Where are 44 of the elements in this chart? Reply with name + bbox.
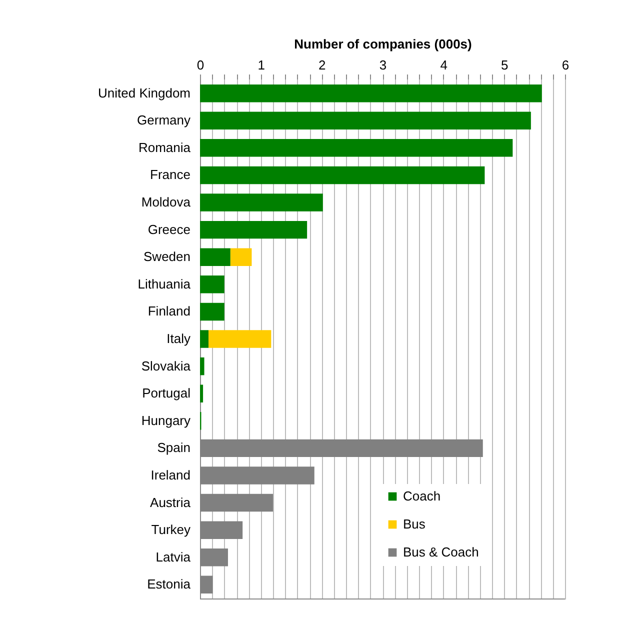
- legend-label: Bus & Coach: [403, 544, 479, 560]
- legend-label: Bus: [403, 516, 426, 532]
- x-tick-label: 5: [501, 58, 508, 72]
- bar: [200, 166, 485, 184]
- y-tick-label: France: [150, 167, 190, 182]
- y-tick-label: Estonia: [147, 576, 192, 592]
- bar: [200, 139, 513, 157]
- y-tick-label: Moldova: [141, 194, 192, 210]
- y-tick-label: Germany: [137, 112, 191, 128]
- x-tick-label: 2: [318, 58, 326, 72]
- bar: [200, 220, 308, 239]
- bar: [200, 384, 204, 402]
- x-tick-label: 6: [562, 58, 570, 72]
- y-tick-label: Hungary: [141, 412, 191, 428]
- y-tick-label: Greece: [148, 222, 190, 237]
- y-tick-label: Finland: [148, 304, 190, 319]
- y-tick-label: United Kingdom: [98, 85, 190, 100]
- bar: [208, 330, 272, 348]
- legend-label: Coach: [403, 488, 441, 504]
- y-tick-label: Lithuania: [138, 276, 192, 292]
- bar: [200, 112, 531, 130]
- bar: [200, 276, 224, 294]
- y-tick-label: Ireland: [150, 467, 190, 482]
- y-tick-label: Spain: [157, 440, 190, 456]
- x-tick-label: 0: [196, 58, 204, 72]
- bar: [200, 248, 230, 266]
- y-tick-label: Portugal: [142, 386, 191, 401]
- bar: [200, 302, 224, 321]
- y-tick-label: Latvia: [156, 549, 192, 564]
- x-axis-title: Number of companies (000s): [294, 36, 472, 52]
- y-tick-label: Romania: [138, 140, 192, 155]
- bar: [200, 357, 204, 376]
- y-tick-label: Slovakia: [141, 358, 192, 374]
- y-tick-label: Austria: [150, 494, 192, 510]
- y-tick-label: Turkey: [151, 522, 191, 538]
- x-tick-label: 3: [379, 58, 387, 72]
- x-tick-label: 1: [258, 58, 265, 72]
- bar: [230, 248, 252, 266]
- bar: [200, 84, 542, 102]
- y-tick-label: Italy: [166, 331, 191, 346]
- x-tick-label: 4: [440, 58, 448, 72]
- bar: [200, 194, 323, 212]
- bar: [200, 330, 209, 348]
- y-tick-label: Sweden: [144, 249, 190, 264]
